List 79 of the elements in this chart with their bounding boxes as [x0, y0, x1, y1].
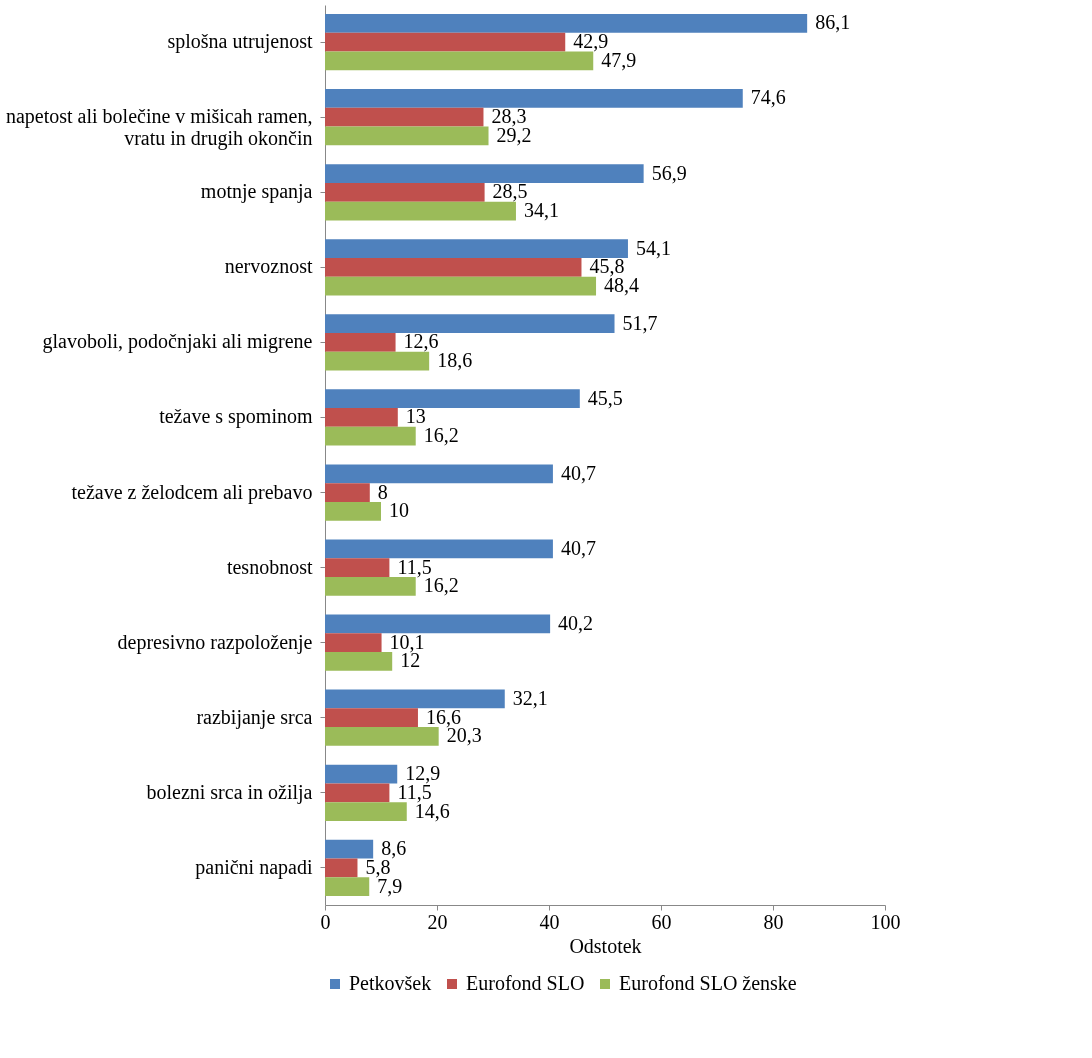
bar	[325, 257, 582, 277]
y-tick-label: težave s spominom	[159, 405, 313, 429]
data-label: 40,7	[560, 461, 596, 484]
data-label: 16,2	[423, 424, 459, 447]
y-tick-label: nervoznost	[224, 255, 313, 278]
data-label: 10	[389, 499, 409, 522]
bar	[325, 333, 396, 352]
bar	[325, 389, 580, 409]
bar	[325, 483, 370, 502]
data-label: 13	[405, 405, 426, 428]
y-tick-label: napetost ali bolečine v mišicah ramen, vratu in drugih okončin	[5, 105, 313, 151]
bar	[325, 708, 418, 728]
bar	[325, 652, 393, 671]
bar	[325, 839, 374, 859]
bar	[325, 764, 398, 784]
bar	[325, 351, 430, 371]
data-label: 18,6	[437, 349, 473, 372]
bar	[325, 182, 485, 202]
bar	[325, 107, 484, 127]
legend-label: Petkovšek	[349, 972, 432, 994]
bar	[325, 408, 398, 427]
y-tick-label: tesnobnost	[226, 555, 313, 578]
y-tick-label: bolezni srca in ožilja	[146, 780, 313, 804]
bar	[325, 51, 594, 71]
x-tick-label: 60	[651, 910, 672, 933]
bar	[325, 614, 551, 634]
data-label: 45,5	[587, 386, 623, 409]
data-label: 56,9	[651, 161, 687, 184]
data-label: 28,3	[491, 105, 527, 128]
data-label: 74,6	[750, 86, 786, 109]
y-tick-label: razbijanje srca	[196, 705, 313, 729]
bar	[325, 201, 516, 221]
x-tick-label: 20	[427, 910, 448, 933]
data-label: 40,7	[560, 536, 596, 559]
x-axis-title: Odstotek	[569, 934, 642, 957]
bar	[325, 576, 416, 596]
data-label: 40,2	[558, 611, 594, 634]
y-tick-label: splošna utrujenost	[167, 30, 313, 54]
x-tick-label: 80	[763, 910, 784, 933]
data-label: 10,1	[389, 630, 425, 653]
bar	[325, 558, 390, 577]
data-label: 32,1	[512, 686, 548, 709]
bar	[325, 314, 615, 334]
y-tick-label: depresivno razpoloženje	[117, 630, 313, 654]
bar	[325, 539, 553, 559]
bar	[325, 464, 553, 484]
x-tick-label: 40	[539, 910, 560, 933]
y-tick-label: glavoboli, podočnjaki ali migrene	[42, 330, 313, 354]
bar	[325, 802, 407, 821]
legend-label: Eurofond SLO	[466, 972, 585, 994]
bar	[325, 164, 644, 183]
data-label: 16,6	[425, 705, 461, 728]
data-label: 86,1	[815, 11, 851, 34]
legend-label: Eurofond SLO ženske	[619, 972, 797, 994]
bar	[325, 239, 628, 258]
bar	[325, 633, 382, 653]
y-tick-label: motnje spanja	[200, 180, 313, 204]
bar	[325, 501, 381, 521]
bar	[325, 126, 489, 146]
data-label: 54,1	[635, 236, 671, 259]
bar	[325, 14, 808, 33]
y-tick-label: panični napadi	[195, 855, 313, 879]
x-tick-label: 0	[320, 910, 331, 933]
data-label: 45,8	[589, 255, 625, 278]
y-tick-label: težave z želodcem ali prebavo	[71, 480, 313, 504]
data-label: 8	[377, 480, 388, 503]
bar	[325, 877, 370, 896]
bar	[325, 858, 358, 878]
bar	[325, 276, 597, 296]
bar	[325, 89, 743, 108]
x-tick-label: 100	[870, 910, 901, 933]
data-label: 12,6	[403, 330, 439, 353]
bar	[325, 32, 566, 52]
bar	[325, 689, 505, 709]
bar	[325, 783, 390, 803]
bar	[325, 426, 416, 446]
bar	[325, 727, 439, 746]
data-label: 12,9	[405, 762, 441, 785]
data-label: 51,7	[622, 311, 658, 334]
